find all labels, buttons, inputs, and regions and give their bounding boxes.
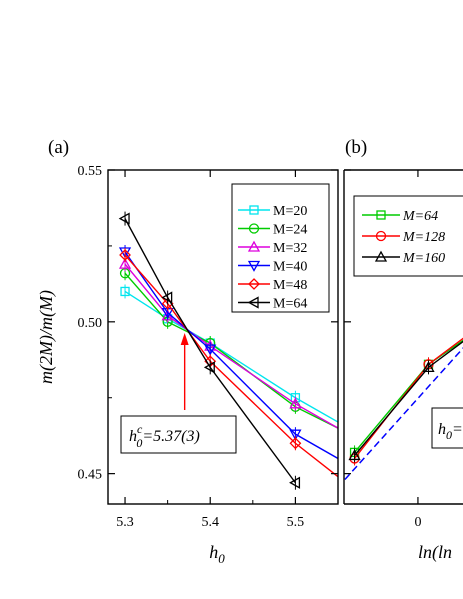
panel-b-ticks: 0 bbox=[344, 169, 421, 530]
data-point bbox=[119, 249, 131, 261]
panel-b-frame bbox=[343, 169, 463, 505]
panel-a-series-layer bbox=[118, 211, 338, 490]
legend-swatch-marker bbox=[247, 260, 261, 272]
legend-swatch-marker bbox=[374, 250, 388, 262]
annot-sub: 0 bbox=[446, 428, 452, 442]
x-axis-title-sub: 0 bbox=[218, 551, 225, 566]
panel-a-y-axis-title: m(2M)/m(M) bbox=[36, 290, 57, 384]
panel-label-b: (b) bbox=[345, 137, 367, 158]
fit-line bbox=[344, 347, 463, 482]
arrow-head bbox=[180, 333, 189, 345]
data-point bbox=[118, 257, 132, 269]
legend-label: M=64 bbox=[402, 209, 438, 224]
data-point bbox=[289, 437, 302, 450]
y-tick-label: 0.45 bbox=[78, 468, 103, 483]
series-line-m-64 bbox=[124, 218, 296, 484]
legend-swatch-marker bbox=[375, 230, 387, 242]
legend-box bbox=[231, 183, 330, 313]
panel-a-x-axis-title: h0 bbox=[209, 542, 225, 566]
legend-label: M=128 bbox=[402, 230, 445, 245]
annot-rest: = bbox=[452, 421, 463, 438]
data-point bbox=[161, 291, 173, 304]
y-tick-label: 0.55 bbox=[78, 164, 103, 179]
legend-swatch-marker bbox=[376, 210, 386, 220]
y-tick-label: 0.50 bbox=[78, 316, 103, 331]
panel-a-legend: M=20 M=24 M=32 M=40 M=48 M=64 bbox=[231, 183, 330, 313]
legend-label: M=48 bbox=[273, 278, 307, 293]
data-point bbox=[203, 361, 215, 374]
panel-a-annotation: hc 0=5.37(3) bbox=[120, 333, 237, 454]
data-point bbox=[422, 361, 435, 373]
x-axis-title-main: h bbox=[209, 542, 218, 562]
x-tick-label: 0 bbox=[414, 515, 421, 530]
panel-b-legend: M=64 M=128 M=160 bbox=[353, 195, 463, 277]
panel-b-x-axis-title: ln(ln bbox=[418, 542, 452, 563]
legend-label: M=40 bbox=[273, 260, 307, 275]
legend-swatch-marker bbox=[248, 223, 260, 234]
annot-sup: c bbox=[137, 422, 143, 436]
legend-label: M=160 bbox=[402, 251, 445, 266]
x-tick-label: 5.5 bbox=[287, 515, 305, 530]
annot-main: h bbox=[438, 421, 446, 438]
legend-label: M=24 bbox=[273, 223, 307, 238]
panel-a-frame bbox=[107, 169, 339, 505]
annotation-label: h0= bbox=[438, 421, 463, 442]
panel-a: 5.3 5.4 5.50.450.500.55 M=20M=24M=32M=40M=… bbox=[78, 164, 339, 530]
legend-swatch-marker bbox=[247, 296, 259, 309]
annot-main: h bbox=[129, 428, 137, 445]
panel-b-series-layer bbox=[344, 337, 463, 482]
data-point bbox=[120, 286, 130, 297]
data-point bbox=[289, 476, 301, 489]
annotation-box bbox=[431, 407, 463, 449]
data-point bbox=[118, 212, 130, 225]
legend-label: M=32 bbox=[273, 241, 307, 256]
annot-sub: 0 bbox=[136, 436, 142, 450]
legend-swatch-marker bbox=[247, 240, 261, 252]
data-point bbox=[204, 344, 217, 356]
data-point bbox=[289, 397, 302, 409]
data-point bbox=[348, 449, 361, 461]
x-tick-label: 5.4 bbox=[201, 515, 219, 530]
legend-label: M=20 bbox=[273, 204, 307, 219]
data-point bbox=[289, 429, 302, 441]
panel-b-annotation: h0= bbox=[431, 407, 463, 449]
legend-label: M=64 bbox=[273, 297, 307, 312]
panel-label-a: (a) bbox=[48, 137, 69, 158]
legend-swatch-marker bbox=[248, 278, 260, 290]
annotation-box bbox=[120, 415, 237, 454]
annot-rest: =5.37(3) bbox=[142, 428, 199, 445]
x-tick-label: 5.3 bbox=[116, 515, 134, 530]
critical-value-label: hc 0=5.37(3) bbox=[129, 422, 200, 450]
legend-swatch-marker bbox=[249, 205, 259, 215]
panel-a-ticks: 5.3 5.4 5.5 0.45 0.50 0.55 bbox=[78, 164, 339, 530]
